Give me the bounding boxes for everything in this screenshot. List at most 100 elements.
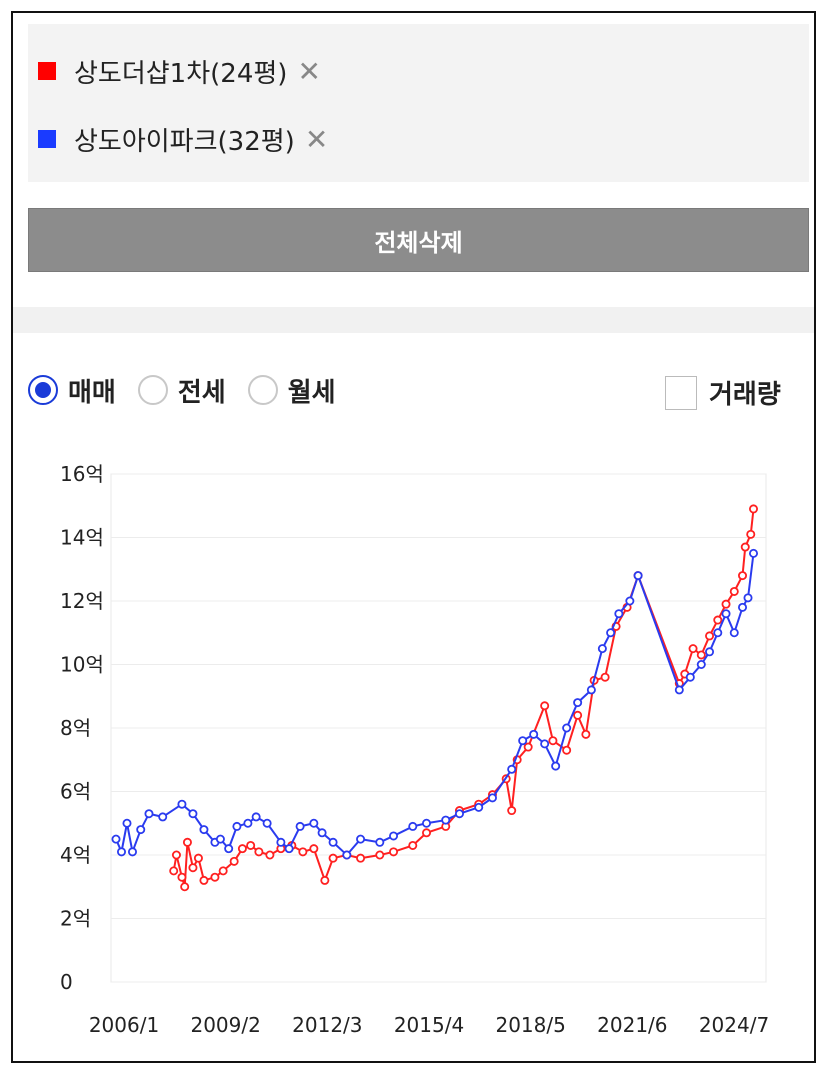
data-point[interactable] xyxy=(232,821,242,831)
data-point[interactable] xyxy=(573,698,583,708)
data-point[interactable] xyxy=(454,809,464,819)
data-point[interactable] xyxy=(548,736,558,746)
data-point[interactable] xyxy=(328,837,338,847)
radio-jeonse[interactable]: 전세 xyxy=(137,372,226,409)
data-point[interactable] xyxy=(738,602,748,612)
data-point[interactable] xyxy=(375,850,385,860)
data-point[interactable] xyxy=(111,834,121,844)
data-point[interactable] xyxy=(487,793,497,803)
data-point[interactable] xyxy=(193,853,203,863)
data-point[interactable] xyxy=(243,818,253,828)
data-point[interactable] xyxy=(474,802,484,812)
data-point[interactable] xyxy=(614,609,624,619)
data-point[interactable] xyxy=(573,710,583,720)
data-point[interactable] xyxy=(356,853,366,863)
data-point[interactable] xyxy=(729,586,739,596)
data-point[interactable] xyxy=(749,504,759,514)
data-point[interactable] xyxy=(633,571,643,581)
radio-sale[interactable]: 매매 xyxy=(28,372,116,409)
data-point[interactable] xyxy=(507,806,517,816)
data-point[interactable] xyxy=(317,828,327,838)
data-point[interactable] xyxy=(518,736,528,746)
data-point[interactable] xyxy=(529,729,539,739)
data-point[interactable] xyxy=(562,723,572,733)
data-point[interactable] xyxy=(177,872,187,882)
data-point[interactable] xyxy=(606,628,616,638)
data-point[interactable] xyxy=(182,837,192,847)
data-point[interactable] xyxy=(743,593,753,603)
close-icon[interactable]: ✕ xyxy=(304,122,329,156)
data-point[interactable] xyxy=(749,548,759,558)
data-point[interactable] xyxy=(713,628,723,638)
data-point[interactable] xyxy=(422,828,432,838)
data-point[interactable] xyxy=(116,847,126,857)
data-point[interactable] xyxy=(295,821,305,831)
data-point[interactable] xyxy=(597,644,607,654)
data-point[interactable] xyxy=(298,847,308,857)
data-point[interactable] xyxy=(600,672,610,682)
data-point[interactable] xyxy=(262,818,272,828)
data-point[interactable] xyxy=(127,847,137,857)
data-point[interactable] xyxy=(713,615,723,625)
data-point[interactable] xyxy=(199,825,209,835)
data-point[interactable] xyxy=(356,834,366,844)
data-point[interactable] xyxy=(696,660,706,670)
data-point[interactable] xyxy=(740,542,750,552)
data-point[interactable] xyxy=(562,745,572,755)
close-icon[interactable]: ✕ xyxy=(297,54,321,88)
data-point[interactable] xyxy=(210,872,220,882)
data-point[interactable] xyxy=(246,840,256,850)
data-point[interactable] xyxy=(696,650,706,660)
data-point[interactable] xyxy=(674,685,684,695)
data-point[interactable] xyxy=(408,840,418,850)
data-point[interactable] xyxy=(523,742,533,752)
data-point[interactable] xyxy=(721,599,731,609)
data-point[interactable] xyxy=(144,809,154,819)
data-point[interactable] xyxy=(136,825,146,835)
data-point[interactable] xyxy=(265,850,275,860)
clear-all-button[interactable]: 전체삭제 xyxy=(28,208,809,272)
data-point[interactable] xyxy=(738,571,748,581)
data-point[interactable] xyxy=(586,685,596,695)
data-point[interactable] xyxy=(254,847,264,857)
data-point[interactable] xyxy=(685,672,695,682)
data-point[interactable] xyxy=(309,844,319,854)
data-point[interactable] xyxy=(171,850,181,860)
data-point[interactable] xyxy=(625,596,635,606)
radio-monthly-rent[interactable]: 월세 xyxy=(247,372,336,409)
data-point[interactable] xyxy=(422,818,432,828)
data-point[interactable] xyxy=(688,644,698,654)
data-point[interactable] xyxy=(180,882,190,892)
data-point[interactable] xyxy=(328,853,338,863)
data-point[interactable] xyxy=(507,764,517,774)
data-point[interactable] xyxy=(389,847,399,857)
data-point[interactable] xyxy=(320,875,330,885)
data-point[interactable] xyxy=(581,729,591,739)
volume-checkbox[interactable]: 거래량 xyxy=(665,374,781,411)
data-point[interactable] xyxy=(729,628,739,638)
data-point[interactable] xyxy=(177,799,187,809)
data-point[interactable] xyxy=(215,834,225,844)
data-point[interactable] xyxy=(746,529,756,539)
data-point[interactable] xyxy=(705,631,715,641)
data-point[interactable] xyxy=(551,761,561,771)
data-point[interactable] xyxy=(237,844,247,854)
data-point[interactable] xyxy=(276,837,286,847)
data-point[interactable] xyxy=(309,818,319,828)
data-point[interactable] xyxy=(188,863,198,873)
data-point[interactable] xyxy=(540,739,550,749)
data-point[interactable] xyxy=(375,837,385,847)
data-point[interactable] xyxy=(705,647,715,657)
data-point[interactable] xyxy=(158,812,168,822)
data-point[interactable] xyxy=(389,831,399,841)
data-point[interactable] xyxy=(441,815,451,825)
data-point[interactable] xyxy=(122,818,132,828)
data-point[interactable] xyxy=(721,609,731,619)
data-point[interactable] xyxy=(169,866,179,876)
data-point[interactable] xyxy=(540,701,550,711)
data-point[interactable] xyxy=(199,875,209,885)
data-point[interactable] xyxy=(342,850,352,860)
data-point[interactable] xyxy=(284,844,294,854)
data-point[interactable] xyxy=(408,821,418,831)
data-point[interactable] xyxy=(188,809,198,819)
